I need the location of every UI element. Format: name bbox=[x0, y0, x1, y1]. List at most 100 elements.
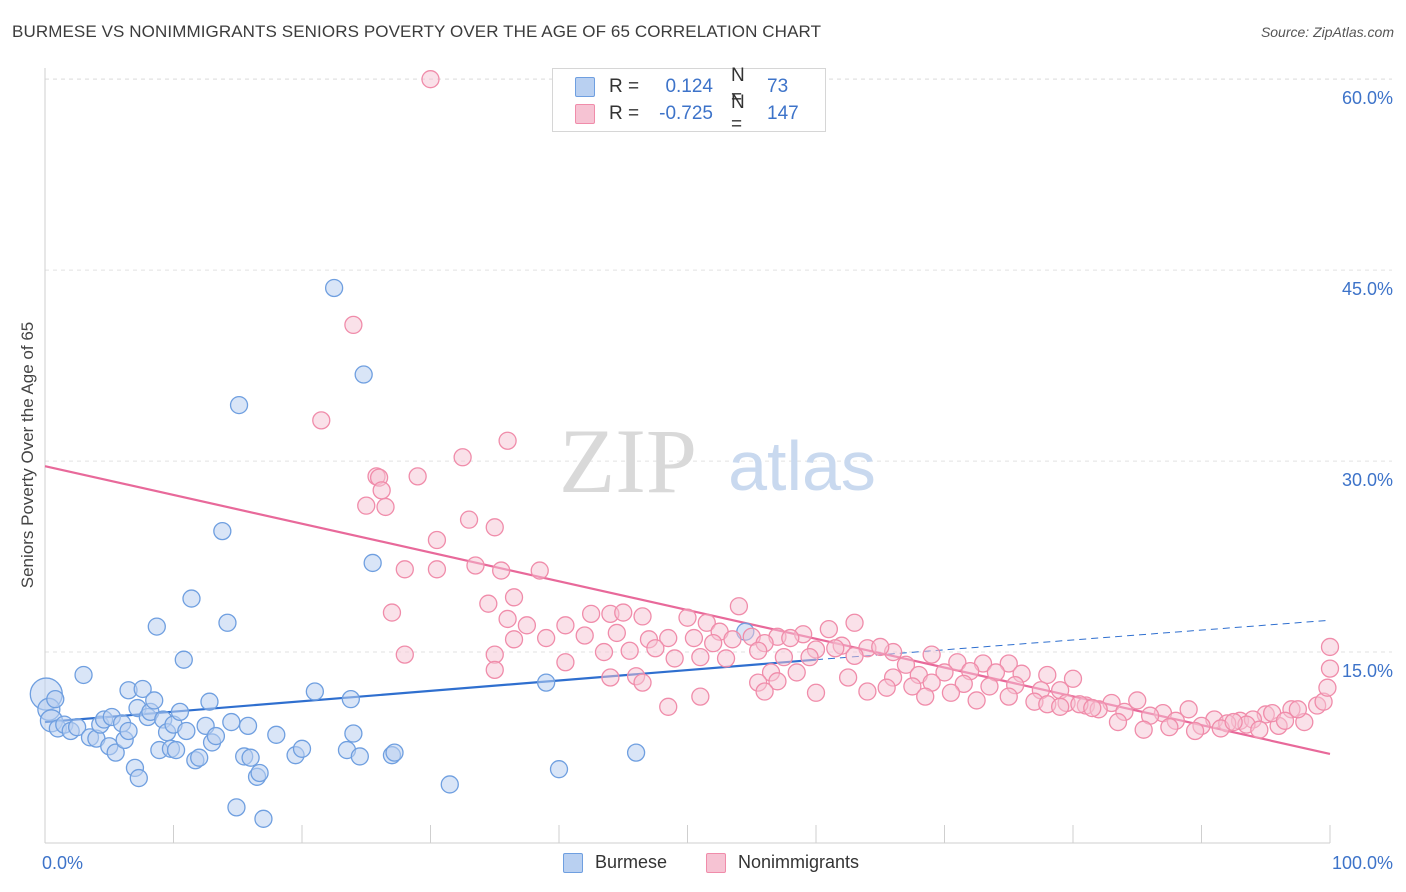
nonimmigrants-point bbox=[1128, 691, 1147, 710]
nonimmigrants-point bbox=[665, 649, 684, 668]
nonimmigrants-point bbox=[504, 588, 524, 607]
nonimmigrants-point bbox=[659, 697, 678, 716]
nonimmigrants-point bbox=[1179, 700, 1198, 719]
nonimmigrants-point bbox=[697, 613, 716, 632]
nonimmigrants-point bbox=[1224, 712, 1243, 732]
r-label: R = bbox=[609, 76, 640, 97]
nonimmigrants-point bbox=[395, 560, 414, 579]
nonimmigrants-point bbox=[556, 653, 575, 672]
nonimmigrants-point bbox=[1288, 700, 1308, 719]
nonimmigrants-point bbox=[749, 641, 768, 660]
nonimmigrants-point bbox=[678, 608, 697, 627]
nonimmigrants-point bbox=[575, 626, 594, 645]
watermark: ZIP atlas bbox=[559, 410, 876, 512]
nonimmigrants-point bbox=[601, 668, 620, 687]
nonimmigrants-point bbox=[787, 663, 806, 682]
nonimmigrants-point bbox=[691, 647, 710, 667]
nonimmigrants-point bbox=[1318, 678, 1337, 697]
nonimmigrants-point bbox=[498, 431, 517, 450]
tick-labels: 15.0% 30.0% 45.0% 60.0% 0.0% 100.0% bbox=[42, 88, 1393, 873]
nonimmigrants-point bbox=[838, 668, 858, 687]
burmese-point bbox=[305, 682, 325, 701]
burmese-point bbox=[363, 553, 382, 573]
nonimmigrants-point bbox=[806, 683, 826, 702]
burmese-point bbox=[537, 673, 556, 692]
burmese-point bbox=[227, 798, 246, 817]
legend-item-nonimmigrants[interactable]: Nonimmigrants bbox=[706, 852, 859, 873]
y-tick-label: 30.0% bbox=[1342, 470, 1393, 490]
nonimmigrants-point bbox=[633, 673, 652, 692]
nonimmigrants-point bbox=[819, 619, 838, 639]
burmese-point bbox=[190, 748, 209, 767]
nonimmigrants-point bbox=[614, 603, 633, 622]
y-tick-label: 15.0% bbox=[1342, 661, 1393, 681]
nonimmigrants-point bbox=[903, 677, 922, 696]
burmese-point bbox=[254, 809, 273, 828]
chart-title: BURMESE VS NONIMMIGRANTS SENIORS POVERTY… bbox=[12, 22, 822, 41]
nonimmigrants-point bbox=[1108, 712, 1128, 732]
grid-lines bbox=[45, 78, 1392, 653]
burmese-point bbox=[46, 690, 65, 709]
nonimmigrants-point bbox=[845, 646, 864, 666]
y-tick-label: 60.0% bbox=[1342, 88, 1393, 108]
burmese-point bbox=[238, 716, 258, 736]
burmese-point bbox=[206, 726, 226, 746]
nonimmigrants-point bbox=[459, 510, 479, 529]
r-label: R = bbox=[609, 103, 640, 124]
n-label: N = bbox=[731, 92, 745, 135]
burmese-point bbox=[67, 718, 87, 737]
burmese-point bbox=[385, 743, 404, 762]
nonimmigrants-point bbox=[1185, 721, 1205, 741]
watermark-atlas: atlas bbox=[728, 427, 876, 505]
nonimmigrants-point bbox=[479, 594, 498, 613]
nonimmigrants-point bbox=[312, 411, 331, 430]
y-tick-label: 45.0% bbox=[1342, 279, 1393, 299]
nonimmigrants-point bbox=[382, 603, 402, 622]
burmese-point bbox=[200, 692, 219, 711]
nonimmigrants-point bbox=[896, 655, 916, 674]
burmese-legend-swatch bbox=[563, 852, 583, 873]
burmese-point bbox=[129, 768, 148, 788]
burmese-point bbox=[147, 617, 166, 636]
n-label: N = bbox=[731, 65, 745, 108]
nonimmigrants-point bbox=[1063, 669, 1083, 688]
burmese-point bbox=[292, 739, 312, 758]
nonimmigrants-point bbox=[427, 560, 447, 579]
nonimmigrants-point bbox=[1320, 637, 1340, 657]
nonimmigrants-point bbox=[1134, 720, 1153, 739]
burmese-point bbox=[119, 721, 138, 741]
nonimmigrants-point bbox=[1275, 711, 1295, 730]
n-value: 147 bbox=[767, 103, 799, 124]
n-value: 73 bbox=[767, 76, 789, 97]
nonimmigrants-point bbox=[980, 677, 999, 696]
burmese-point bbox=[170, 702, 190, 722]
legend-item-burmese[interactable]: Burmese bbox=[563, 852, 667, 873]
burmese-point bbox=[106, 743, 125, 762]
nonimmigrants-point bbox=[871, 637, 890, 657]
burmese-point bbox=[145, 691, 164, 710]
nonimmigrants-swatch bbox=[575, 104, 595, 124]
nonimmigrants-point bbox=[376, 497, 395, 517]
nonimmigrants-points bbox=[312, 70, 1340, 741]
nonimmigrants-point bbox=[826, 639, 845, 658]
nonimmigrants-point bbox=[607, 623, 626, 643]
nonimmigrants-point bbox=[967, 691, 986, 710]
nonimmigrants-point bbox=[684, 628, 704, 648]
nonimmigrants-point bbox=[408, 467, 427, 486]
nonimmigrants-point bbox=[633, 607, 652, 626]
nonimmigrants-point bbox=[916, 687, 935, 706]
nonimmigrants-point bbox=[999, 654, 1018, 673]
nonimmigrants-point bbox=[395, 645, 414, 664]
nonimmigrants-point bbox=[357, 496, 376, 515]
burmese-point bbox=[344, 724, 363, 743]
nonimmigrants-point bbox=[941, 683, 961, 702]
nonimmigrants-point bbox=[530, 561, 549, 580]
x-tick-label: 0.0% bbox=[42, 853, 83, 873]
nonimmigrants-point bbox=[704, 633, 723, 653]
nonimmigrants-point bbox=[372, 481, 391, 500]
stats-legend: R = 0.124 N = 73 R = -0.725 N = 147 bbox=[552, 65, 826, 135]
nonimmigrants-point bbox=[581, 604, 601, 624]
nonimmigrants-point bbox=[344, 315, 363, 335]
nonimmigrants-point bbox=[1250, 720, 1269, 739]
